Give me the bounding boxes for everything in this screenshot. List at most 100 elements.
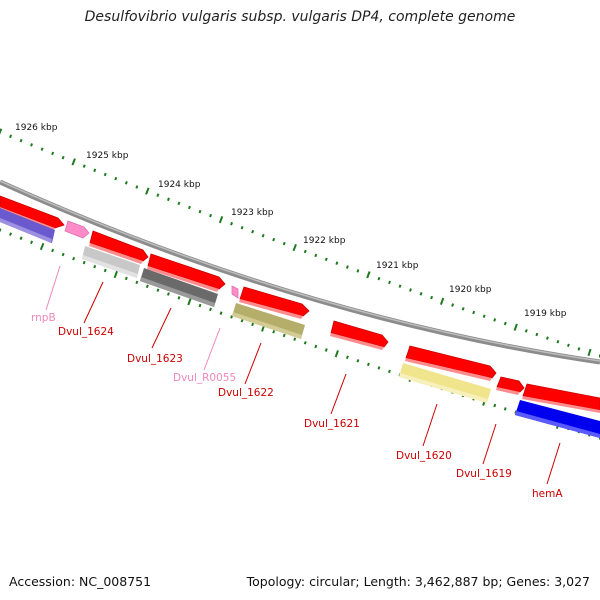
- inner-scale-minor-tick: [230, 315, 234, 319]
- outer-scale-minor-tick: [9, 134, 13, 139]
- inner-scale-minor-tick: [177, 296, 181, 300]
- inner-scale-minor-tick: [251, 322, 255, 327]
- feature-dark-gray[interactable]: [140, 268, 218, 307]
- gene-label-hema[interactable]: hemA: [532, 488, 563, 500]
- genome-summary-text: Topology: circular; Length: 3,462,887 bp…: [246, 574, 590, 589]
- outer-scale-minor-tick: [135, 185, 139, 189]
- gene-labels: rnpB Dvul_1624 Dvul_1623 Dvul_R0055 Dvul…: [31, 265, 563, 500]
- outer-scale-minor-tick: [272, 237, 276, 242]
- inner-scale-minor-tick: [9, 232, 13, 236]
- feature-light-gray[interactable]: [82, 246, 140, 278]
- gene-label-rnpb[interactable]: rnpB: [31, 312, 56, 324]
- scale-label-1924: 1924 kbp: [158, 180, 201, 190]
- outer-scale-minor-tick: [451, 303, 455, 307]
- outer-scale-minor-tick: [240, 225, 244, 230]
- outer-scale-minor-tick: [303, 249, 307, 254]
- feature-olive[interactable]: [232, 303, 305, 339]
- inner-scale-minor-tick: [166, 292, 170, 296]
- outer-scale-minor-tick: [503, 321, 507, 326]
- gene-arrow-dvul-r0055[interactable]: [231, 285, 239, 299]
- outer-scale-minor-tick: [51, 151, 55, 156]
- feature-purple-left[interactable]: [0, 208, 55, 243]
- leader-line-dvul-r0055: [203, 327, 221, 371]
- inner-scale-major-tick: [334, 350, 339, 358]
- gene-arrow-dvul-1620[interactable]: [405, 345, 497, 381]
- inner-scale-major-tick: [187, 298, 192, 306]
- inner-scale-minor-tick: [145, 284, 149, 289]
- gene-label-dvul-1624[interactable]: Dvul_1624: [58, 326, 114, 338]
- outer-scale-minor-tick: [545, 336, 549, 340]
- inner-scale-minor-tick: [366, 362, 370, 367]
- outer-scale-minor-tick: [251, 229, 255, 234]
- gene-arrow-dvul-1624[interactable]: [89, 230, 149, 264]
- outer-scale-major-tick: [439, 297, 445, 305]
- outer-scale-minor-tick: [345, 265, 349, 269]
- inner-scale-minor-tick: [135, 280, 139, 285]
- outer-scale-minor-tick: [209, 213, 213, 218]
- inner-scale-minor-tick: [219, 311, 223, 315]
- outer-scale-minor-tick: [19, 138, 23, 143]
- outer-scale-major-tick: [145, 187, 150, 195]
- inner-scale-minor-tick: [293, 337, 297, 341]
- inner-scale-minor-tick: [30, 240, 34, 245]
- inner-scale-minor-tick: [324, 348, 328, 352]
- gene-features: [0, 195, 600, 438]
- outer-scale-minor-tick: [314, 253, 318, 258]
- inner-scale-minor-tick: [124, 276, 128, 281]
- outer-scale-minor-tick: [61, 155, 65, 160]
- leader-line-dvul-1620: [422, 403, 438, 447]
- inner-scale-minor-tick: [82, 260, 86, 265]
- inner-scale-ticks: [0, 228, 600, 440]
- gene-arrow-dvul-1621[interactable]: [330, 320, 389, 350]
- scale-label-1920: 1920 kbp: [449, 285, 492, 295]
- inner-scale-minor-tick: [0, 228, 2, 232]
- inner-scale-minor-tick: [503, 407, 507, 411]
- gene-label-dvul-1619[interactable]: Dvul_1619: [456, 468, 512, 480]
- gene-arrow-dvul-1623[interactable]: [147, 253, 226, 292]
- inner-scale-minor-tick: [493, 403, 497, 408]
- outer-scale-minor-tick: [356, 269, 360, 273]
- outer-scale-minor-tick: [324, 257, 328, 262]
- gene-label-dvul-r0055[interactable]: Dvul_R0055: [173, 372, 236, 384]
- scale-label-1926: 1926 kbp: [15, 123, 58, 133]
- inner-scale-minor-tick: [345, 355, 349, 360]
- gene-label-dvul-1620[interactable]: Dvul_1620: [396, 450, 452, 462]
- outer-scale-major-tick: [366, 271, 371, 279]
- map-title: Desulfovibrio vulgaris subsp. vulgaris D…: [84, 9, 516, 25]
- outer-scale-minor-tick: [493, 318, 497, 322]
- outer-scale-minor-tick: [103, 172, 107, 177]
- gene-label-dvul-1622[interactable]: Dvul_1622: [218, 387, 274, 399]
- outer-scale-minor-tick: [187, 205, 191, 210]
- inner-scale-minor-tick: [209, 307, 212, 312]
- outer-scale-minor-tick: [156, 193, 160, 197]
- inner-scale-major-tick: [39, 242, 45, 251]
- inner-scale-minor-tick: [198, 303, 202, 308]
- gene-label-dvul-1621[interactable]: Dvul_1621: [304, 418, 360, 430]
- scale-labels: 1926 kbp 1925 kbp 1924 kbp 1923 kbp 1922…: [15, 123, 567, 319]
- outer-scale-major-tick: [71, 158, 76, 166]
- inner-scale-minor-tick: [377, 366, 381, 370]
- inner-scale-minor-tick: [61, 252, 65, 257]
- gene-arrow-dvul-1619[interactable]: [496, 376, 525, 395]
- feature-blue-right[interactable]: [515, 400, 600, 438]
- scale-label-1925: 1925 kbp: [86, 151, 129, 161]
- inner-scale-minor-tick: [314, 344, 318, 349]
- outer-scale-minor-tick: [577, 347, 581, 351]
- outer-scale-minor-tick: [124, 181, 128, 185]
- gene-arrow-dvul-1622[interactable]: [239, 286, 310, 319]
- genome-backbone: [0, 179, 600, 365]
- inner-scale-major-tick: [113, 270, 118, 279]
- inner-scale-minor-tick: [282, 333, 286, 338]
- outer-scale-minor-tick: [472, 310, 476, 315]
- outer-scale-major-tick: [587, 348, 592, 357]
- outer-scale-minor-tick: [82, 164, 86, 168]
- outer-scale-minor-tick: [482, 314, 486, 318]
- gene-arrow-rnpb[interactable]: [64, 220, 90, 239]
- gene-arrow-hema[interactable]: [522, 383, 600, 413]
- gene-label-dvul-1623[interactable]: Dvul_1623: [127, 353, 183, 365]
- outer-scale-minor-tick: [388, 280, 391, 285]
- feature-pale-yellow[interactable]: [399, 363, 491, 403]
- leader-line-dvul-1621: [330, 373, 347, 415]
- outer-scale-minor-tick: [461, 307, 465, 311]
